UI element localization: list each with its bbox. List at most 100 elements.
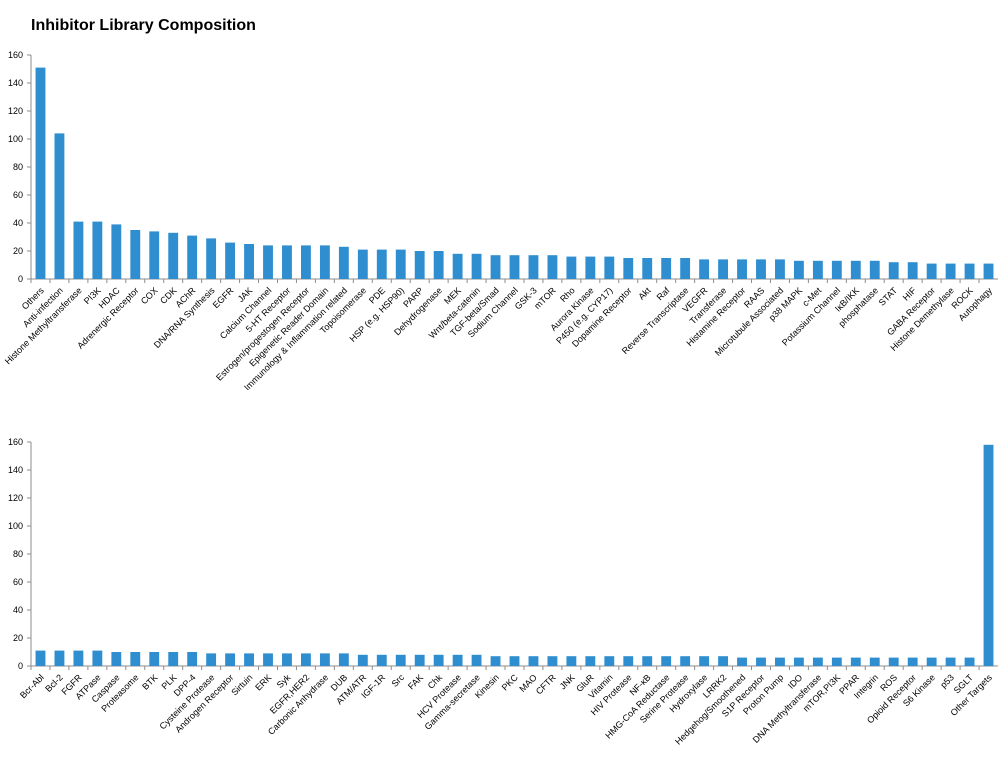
bar	[206, 238, 217, 279]
bar	[623, 258, 634, 279]
bar	[604, 256, 615, 279]
y-tick-label: 100	[8, 521, 23, 531]
bar	[357, 249, 368, 279]
category-label: Sirtuin	[229, 672, 254, 697]
bar	[301, 245, 311, 279]
category-label: FAK	[406, 672, 425, 691]
bar	[376, 249, 387, 279]
bar	[812, 657, 823, 666]
bar	[945, 657, 956, 666]
y-tick-label: 0	[18, 274, 23, 284]
bar	[831, 657, 842, 666]
bar	[357, 654, 368, 666]
bar	[812, 260, 823, 279]
bar	[604, 656, 615, 666]
bar	[187, 652, 198, 666]
bar	[35, 67, 46, 279]
bar	[263, 245, 273, 279]
bar	[661, 656, 672, 666]
bar	[850, 260, 861, 279]
bar	[585, 656, 596, 666]
bar	[642, 258, 653, 279]
bar	[793, 260, 804, 279]
bar	[907, 262, 918, 279]
bar	[452, 654, 463, 666]
bar	[225, 242, 236, 279]
bar	[509, 656, 520, 666]
bar	[926, 657, 937, 666]
bar	[756, 259, 766, 279]
bar	[319, 653, 330, 666]
bar	[888, 262, 899, 279]
bar	[547, 255, 558, 279]
bar	[73, 221, 84, 279]
category-label: Bcr-Abl	[18, 672, 46, 700]
bar	[528, 656, 539, 666]
category-label: ERK	[253, 672, 273, 692]
bar	[206, 653, 217, 666]
bar	[623, 656, 634, 666]
y-tick-label: 0	[18, 661, 23, 671]
y-tick-label: 20	[13, 633, 23, 643]
bar	[395, 249, 406, 279]
category-label: Src	[390, 672, 407, 689]
bar	[718, 259, 728, 279]
bar	[737, 259, 747, 279]
y-tick-label: 20	[13, 246, 23, 256]
bar	[319, 245, 330, 279]
y-tick-label: 60	[13, 577, 23, 587]
bar	[244, 653, 254, 666]
bar	[680, 656, 691, 666]
bar	[585, 256, 596, 279]
bar	[414, 654, 425, 666]
y-tick-label: 80	[13, 549, 23, 559]
bar	[793, 657, 804, 666]
y-tick-label: 120	[8, 106, 23, 116]
bar	[926, 263, 937, 279]
bar	[92, 221, 103, 279]
bar	[130, 230, 141, 279]
bar	[282, 245, 292, 279]
bar	[566, 656, 577, 666]
bar	[168, 652, 179, 666]
bar	[642, 656, 653, 666]
y-tick-label: 40	[13, 605, 23, 615]
bar	[964, 263, 975, 279]
bar	[263, 653, 273, 666]
bar	[661, 258, 672, 279]
bar	[869, 260, 880, 279]
bar	[54, 133, 65, 279]
y-tick-label: 60	[13, 190, 23, 200]
category-label: BTK	[140, 672, 159, 691]
bar	[945, 263, 956, 279]
bar	[699, 656, 710, 666]
bar	[111, 224, 122, 279]
bar	[149, 652, 160, 666]
bar	[452, 253, 463, 279]
bar	[433, 654, 444, 666]
category-label: PKC	[500, 672, 521, 693]
category-label: JNK	[558, 672, 577, 691]
y-tick-label: 160	[8, 437, 23, 447]
bar	[149, 231, 160, 279]
bar	[282, 653, 292, 666]
bar	[471, 253, 482, 279]
y-tick-label: 120	[8, 493, 23, 503]
bar	[338, 246, 349, 279]
bar	[395, 654, 406, 666]
bar	[73, 650, 84, 666]
bar-chart-top: 020406080100120140160OthersAnti-infectio…	[3, 50, 998, 390]
y-tick-label: 80	[13, 162, 23, 172]
bar	[547, 656, 558, 666]
y-tick-label: 140	[8, 78, 23, 88]
bar	[737, 657, 747, 666]
bar	[244, 244, 254, 279]
bar	[907, 657, 918, 666]
bar	[680, 258, 691, 279]
bar	[376, 654, 387, 666]
y-tick-label: 140	[8, 465, 23, 475]
bar	[699, 259, 710, 279]
bar	[718, 656, 728, 666]
bar	[471, 654, 482, 666]
bar	[775, 657, 785, 666]
